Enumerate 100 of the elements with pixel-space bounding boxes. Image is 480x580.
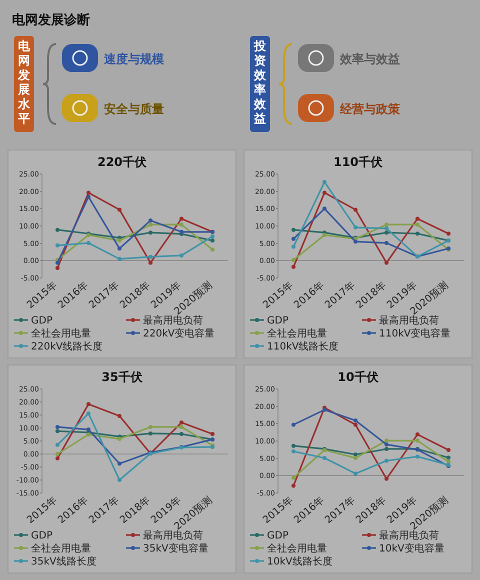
point bbox=[354, 225, 358, 230]
point bbox=[354, 456, 358, 460]
point bbox=[148, 230, 152, 235]
point bbox=[292, 444, 296, 448]
point bbox=[180, 222, 184, 227]
point bbox=[446, 232, 450, 236]
point bbox=[292, 236, 296, 241]
point bbox=[384, 476, 388, 481]
point bbox=[292, 264, 296, 269]
legend-label: 最高用电负荷 bbox=[379, 314, 439, 326]
point bbox=[354, 422, 358, 427]
point bbox=[384, 458, 388, 463]
point bbox=[148, 424, 152, 429]
point bbox=[148, 222, 152, 227]
text: 速度与规模 bbox=[103, 52, 164, 66]
point bbox=[292, 449, 296, 454]
point bbox=[56, 260, 60, 265]
point bbox=[180, 253, 184, 258]
point bbox=[292, 228, 296, 232]
point bbox=[292, 484, 296, 488]
point bbox=[180, 432, 184, 436]
point bbox=[384, 442, 388, 446]
text: 电网发展诊断 bbox=[12, 13, 90, 28]
point bbox=[118, 478, 122, 482]
text: 效率与效益 bbox=[339, 52, 400, 66]
point bbox=[354, 452, 358, 457]
point bbox=[86, 432, 90, 436]
point bbox=[416, 454, 420, 459]
point bbox=[210, 432, 214, 436]
point bbox=[180, 420, 184, 425]
legend-label: GDP bbox=[267, 530, 288, 542]
point bbox=[56, 429, 60, 434]
point bbox=[322, 180, 326, 184]
point bbox=[322, 206, 326, 211]
legend-label: GDP bbox=[31, 316, 52, 326]
point bbox=[86, 240, 90, 245]
point bbox=[292, 244, 296, 249]
point bbox=[292, 476, 296, 480]
text: 投资效率效益 bbox=[253, 39, 267, 126]
point bbox=[118, 246, 122, 251]
point bbox=[118, 414, 122, 418]
text: 经营与政策 bbox=[339, 102, 401, 116]
legend-label: GDP bbox=[31, 530, 52, 542]
point bbox=[446, 448, 450, 452]
point bbox=[384, 226, 388, 230]
legend-label: 全社会用电量 bbox=[31, 542, 91, 554]
legend-label: 220kV变电容量 bbox=[143, 328, 215, 340]
legend-label: 全社会用电量 bbox=[267, 328, 327, 340]
point bbox=[292, 258, 296, 262]
legend-label: 最高用电负荷 bbox=[143, 314, 203, 326]
point bbox=[384, 230, 388, 235]
point bbox=[56, 456, 60, 460]
text: 电网发展水平 bbox=[17, 39, 31, 126]
point bbox=[354, 418, 358, 423]
legend-label: 10kV变电容量 bbox=[379, 542, 444, 554]
point bbox=[384, 240, 388, 245]
point bbox=[322, 233, 326, 238]
point bbox=[86, 194, 90, 199]
legend-label: GDP bbox=[267, 316, 288, 326]
point bbox=[56, 442, 60, 447]
point bbox=[416, 222, 420, 227]
point bbox=[118, 256, 122, 261]
point bbox=[416, 438, 420, 443]
point bbox=[148, 431, 152, 436]
point bbox=[86, 428, 90, 432]
point bbox=[416, 432, 420, 436]
point bbox=[416, 216, 420, 221]
point bbox=[118, 462, 122, 466]
point bbox=[292, 422, 296, 427]
point bbox=[86, 411, 90, 416]
point bbox=[86, 402, 90, 406]
point bbox=[354, 240, 358, 244]
legend-label: 全社会用电量 bbox=[267, 542, 327, 554]
point bbox=[446, 456, 450, 460]
point bbox=[56, 452, 60, 456]
point bbox=[148, 254, 152, 259]
point bbox=[210, 248, 214, 252]
point bbox=[118, 208, 122, 212]
point bbox=[148, 218, 152, 222]
point bbox=[86, 190, 90, 195]
point bbox=[180, 424, 184, 429]
point bbox=[416, 232, 420, 236]
point bbox=[384, 438, 388, 443]
point bbox=[384, 446, 388, 451]
point bbox=[210, 238, 214, 243]
point bbox=[56, 266, 60, 270]
chart-title: 110千伏 bbox=[333, 155, 384, 169]
point bbox=[322, 190, 326, 195]
legend-label: 110kV变电容量 bbox=[379, 328, 451, 340]
legend-label: 最高用电负荷 bbox=[379, 530, 439, 542]
point bbox=[210, 234, 214, 238]
legend-label: 35kV线路长度 bbox=[31, 556, 96, 568]
text: 安全与质量 bbox=[104, 102, 164, 116]
legend-label: 最高用电负荷 bbox=[143, 530, 203, 542]
point bbox=[56, 243, 60, 248]
legend-label: 35kV变电容量 bbox=[143, 542, 208, 554]
point bbox=[354, 472, 358, 476]
point bbox=[56, 228, 60, 232]
point bbox=[354, 208, 358, 212]
legend-label: 110kV线路长度 bbox=[267, 340, 339, 352]
